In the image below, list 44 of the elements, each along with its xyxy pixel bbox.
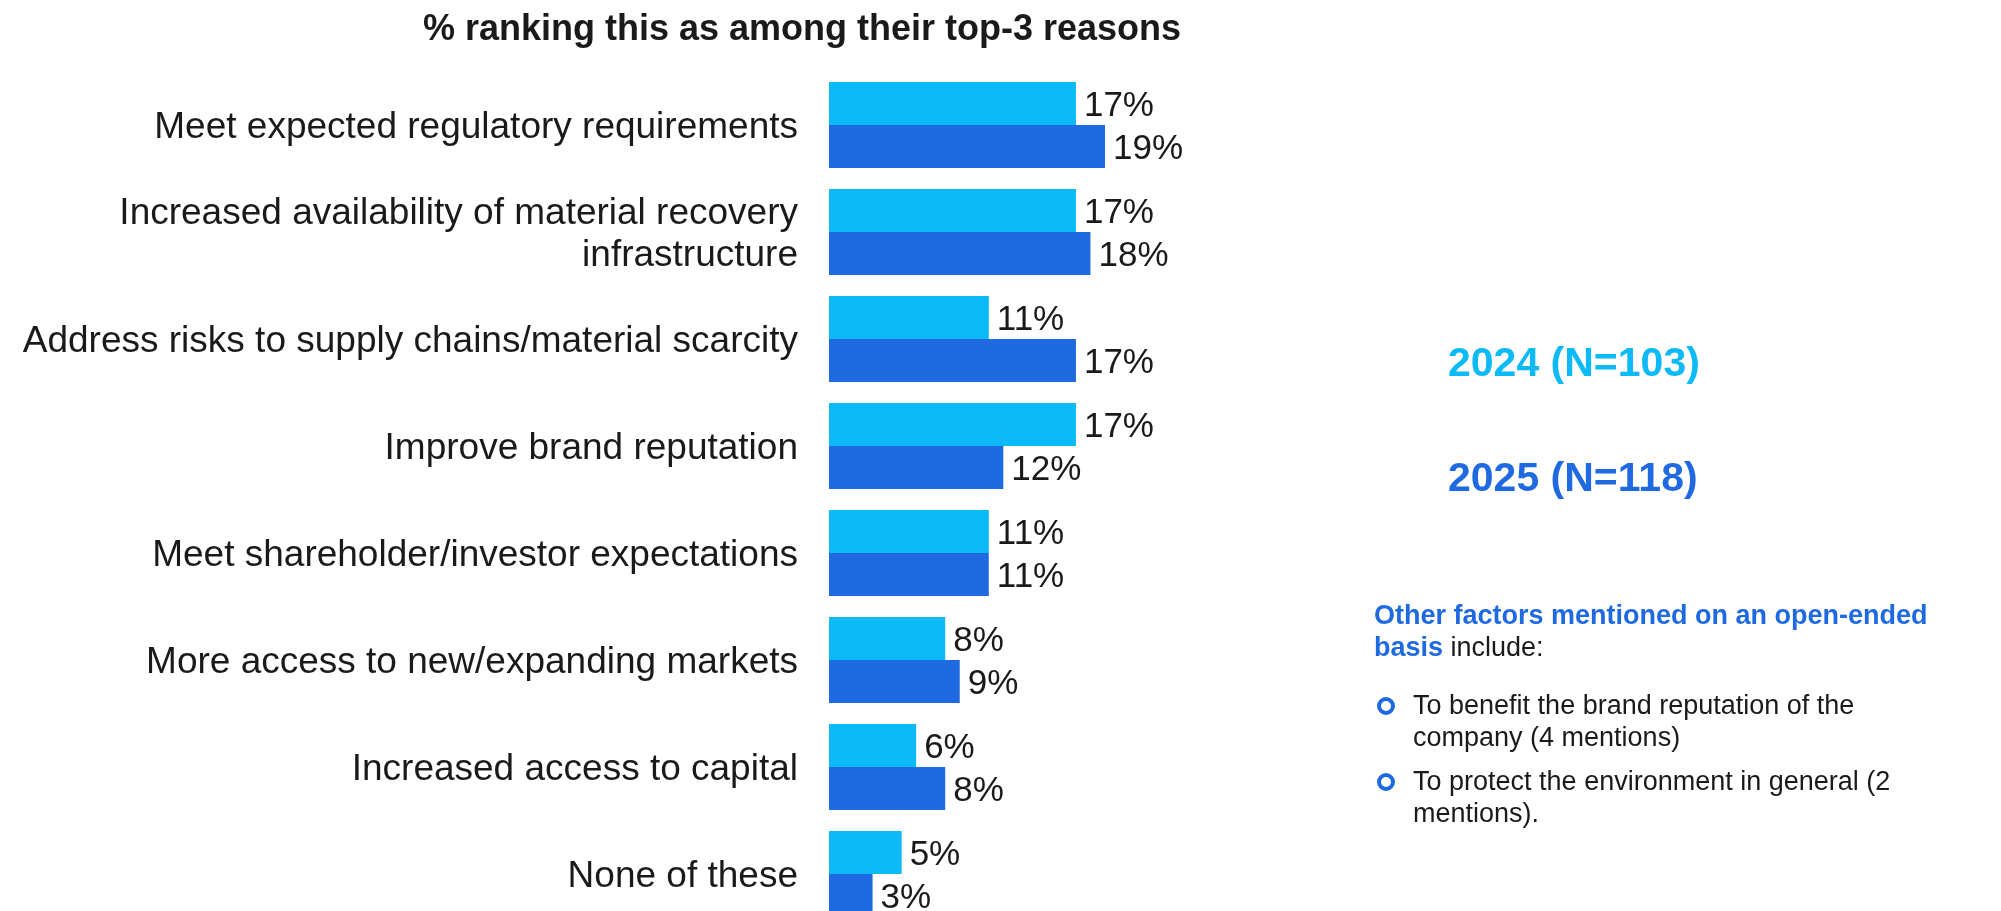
- y-tick-label: Meet shareholder/investor expectations: [152, 533, 798, 574]
- data-label: 8%: [953, 618, 1004, 658]
- bar: [829, 125, 1105, 168]
- data-label: 18%: [1098, 233, 1169, 273]
- data-label: 19%: [1113, 126, 1184, 166]
- bar: [829, 660, 960, 703]
- y-tick-label: Meet expected regulatory requirements: [154, 105, 798, 146]
- bar: [829, 446, 1004, 489]
- data-label: 12%: [1011, 447, 1082, 487]
- text: To protect the environment in general (2 mentions).: [1413, 766, 1891, 828]
- y-tick-label: Address risks to supply chains/material scarcity: [22, 319, 799, 360]
- chart-title: % ranking this as among their top-3 reasons: [422, 7, 1182, 48]
- bar: [829, 403, 1076, 446]
- bar: [829, 339, 1076, 382]
- bar: [829, 232, 1091, 275]
- y-tick-label: None of these: [567, 854, 798, 895]
- data-label: 3%: [880, 875, 932, 911]
- y-tick-label: Increased access to capital: [351, 747, 798, 788]
- data-label: 17%: [1083, 190, 1155, 230]
- data-label: 8%: [953, 768, 1004, 808]
- bar: [829, 724, 917, 767]
- y-tick-label: Improve brand reputation: [384, 426, 798, 467]
- bar: [829, 617, 946, 660]
- data-label: 17%: [1083, 340, 1155, 380]
- data-label: 5%: [909, 832, 961, 872]
- y-tick-label: Increased availability of material recovery infrastructure: [119, 191, 799, 274]
- bar: [829, 510, 989, 553]
- data-label: 17%: [1083, 404, 1155, 444]
- text: To benefit the brand reputation of the company (4 mentions): [1413, 690, 1855, 752]
- data-label: 11%: [996, 511, 1065, 551]
- text: 2024 (N=103): [1448, 339, 1700, 385]
- y-tick-label: More access to new/expanding markets: [146, 640, 798, 681]
- data-label: 6%: [924, 725, 975, 765]
- data-label: 11%: [996, 297, 1065, 337]
- bar: [829, 189, 1076, 232]
- data-label: 9%: [967, 661, 1019, 701]
- data-label: 11%: [996, 554, 1065, 594]
- bar: [829, 767, 946, 810]
- bar: [829, 296, 989, 339]
- bar: [829, 553, 989, 596]
- bar: [829, 82, 1076, 125]
- text: Other factors mentioned on an open-ended basis include:: [1374, 600, 1928, 662]
- text: 2025 (N=118): [1448, 454, 1698, 500]
- data-label: 17%: [1083, 83, 1155, 123]
